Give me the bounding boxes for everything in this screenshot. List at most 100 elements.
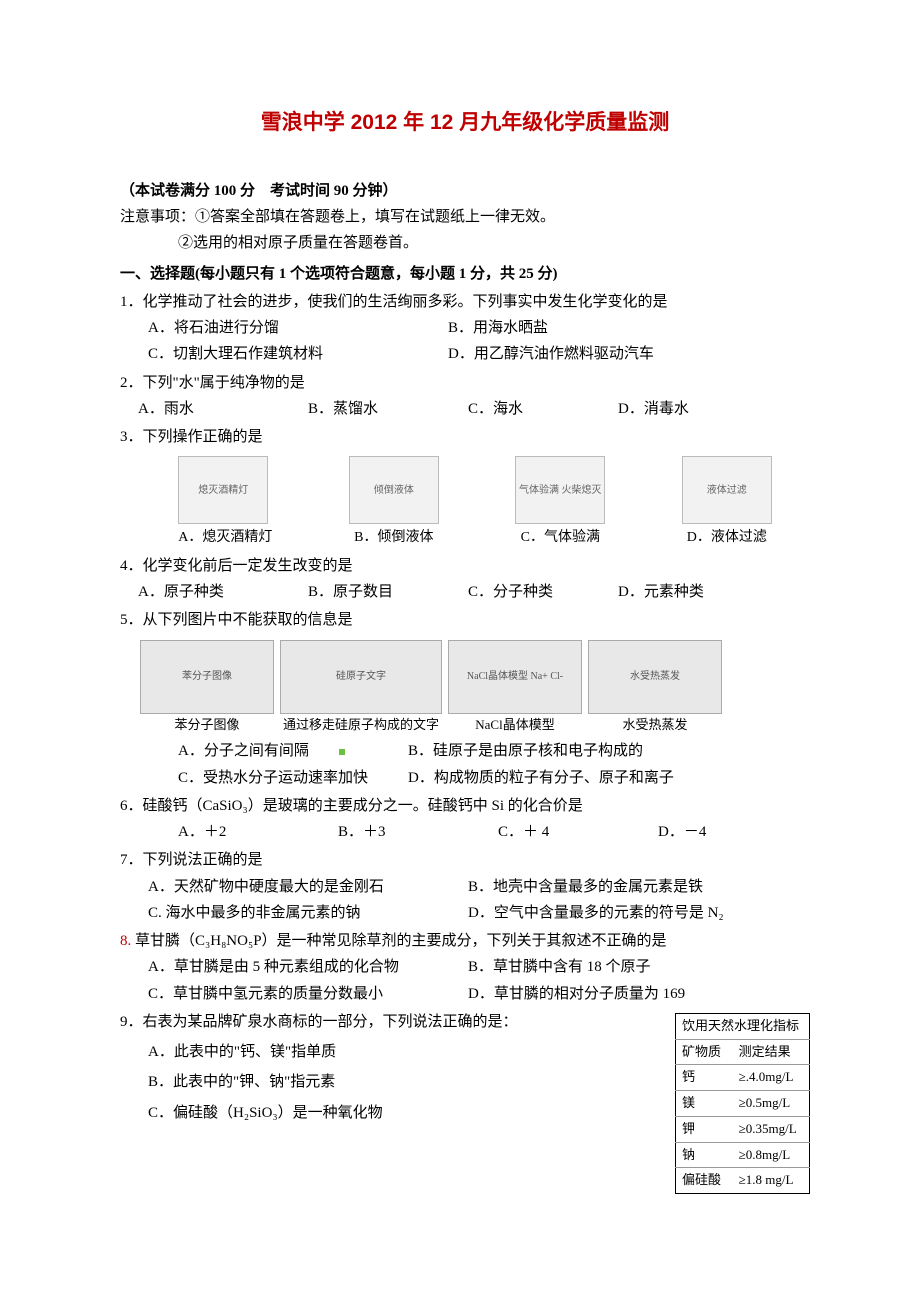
q4-opt-b: B．原子数目 — [308, 579, 468, 605]
q4-opt-d: D．元素种类 — [618, 579, 704, 605]
question-2: 2．下列"水"属于纯净物的是 A．雨水 B．蒸馏水 C．海水 D．消毒水 — [120, 370, 810, 423]
q1-opt-a: A．将石油进行分馏 — [148, 315, 448, 341]
q5-opt-c: C．受热水分子运动速率加快 — [178, 765, 408, 791]
q2-opt-a: A．雨水 — [138, 396, 308, 422]
q5-stem: 5．从下列图片中不能获取的信息是 — [120, 607, 810, 633]
q2-stem: 2．下列"水"属于纯净物的是 — [120, 370, 810, 396]
q5-img-1-caption: 苯分子图像 — [140, 714, 274, 737]
exam-meta-line: （本试卷满分 100 分 考试时间 90 分钟） — [120, 178, 810, 204]
table9-col2: 测定结果 — [733, 1039, 810, 1065]
green-dot-icon — [339, 749, 345, 755]
q5-img-2: 硅原子文字 通过移走硅原子构成的文字 — [280, 640, 442, 737]
exam-page: 雪浪中学 2012 年 12 月九年级化学质量监测 （本试卷满分 100 分 考… — [0, 0, 920, 1302]
question-6: 6．硅酸钙（CaSiO₃）是玻璃的主要成分之一。硅酸钙中 Si 的化合价是 A．… — [120, 793, 810, 846]
q2-options: A．雨水 B．蒸馏水 C．海水 D．消毒水 — [120, 396, 810, 422]
q8-opt-a: A．草甘膦是由 5 种元素组成的化合物 — [148, 954, 468, 980]
q8-opt-c: C．草甘膦中氢元素的质量分数最小 — [148, 981, 468, 1007]
q7-opt-b: B．地壳中含量最多的金属元素是铁 — [468, 874, 703, 900]
q3-fig-a-img: 熄灭酒精灯 — [178, 456, 268, 524]
q5-opt-b: B．硅原子是由原子核和电子构成的 — [408, 738, 643, 764]
q8-opt-b: B．草甘膦中含有 18 个原子 — [468, 954, 651, 980]
section-1-heading: 一、选择题(每小题只有 1 个选项符合题意，每小题 1 分，共 25 分) — [120, 261, 810, 287]
q5-opt-a: A．分子之间有间隔 — [178, 738, 408, 764]
q3-fig-b-caption: B．倾倒液体 — [349, 526, 439, 551]
q3-fig-d-caption: D．液体过滤 — [682, 526, 772, 551]
q4-opt-a: A．原子种类 — [138, 579, 308, 605]
q5-img-1: 苯分子图像 苯分子图像 — [140, 640, 274, 737]
q5-options-row2: C．受热水分子运动速率加快 D．构成物质的粒子有分子、原子和离子 — [120, 765, 810, 791]
q3-figure-row: 熄灭酒精灯 A．熄灭酒精灯 倾倒液体 B．倾倒液体 气体验满 火柴熄灭 C．气体… — [140, 456, 810, 551]
q8-stem: 8. 草甘膦（C₃H₈NO₅P）是一种常见除草剂的主要成分，下列关于其叙述不正确… — [120, 928, 810, 954]
q1-options-row2: C．切割大理石作建筑材料 D．用乙醇汽油作燃料驱动汽车 — [120, 341, 810, 367]
q5-opt-a-text: A．分子之间有间隔 — [178, 743, 309, 759]
q5-img-3-box: NaCl晶体模型 Na+ Cl- — [448, 640, 582, 714]
question-3: 3．下列操作正确的是 熄灭酒精灯 A．熄灭酒精灯 倾倒液体 B．倾倒液体 气体验… — [120, 424, 810, 551]
q7-options-row2: C. 海水中最多的非金属元素的钠 D．空气中含量最多的元素的符号是 N₂ — [120, 900, 810, 926]
table9-col1: 矿物质 — [675, 1039, 732, 1065]
table9-r4c0: 偏硅酸 — [675, 1168, 732, 1194]
q3-stem: 3．下列操作正确的是 — [120, 424, 810, 450]
question-1: 1．化学推动了社会的进步，使我们的生活绚丽多彩。下列事实中发生化学变化的是 A．… — [120, 289, 810, 368]
q2-opt-b: B．蒸馏水 — [308, 396, 468, 422]
q6-opt-c: C．＋ 4 — [498, 819, 658, 845]
mineral-water-table: 饮用天然水理化指标 矿物质 测定结果 钙≥.4.0mg/L 镁≥0.5mg/L … — [675, 1013, 810, 1194]
notes-line-1: 注意事项：①答案全部填在答题卷上，填写在试题纸上一律无效。 — [120, 204, 810, 230]
q2-opt-d: D．消毒水 — [618, 396, 689, 422]
q5-img-3-caption: NaCl晶体模型 — [448, 714, 582, 737]
note-1: ①答案全部填在答题卷上，填写在试题纸上一律无效。 — [195, 209, 555, 225]
q7-opt-c: C. 海水中最多的非金属元素的钠 — [148, 900, 468, 926]
q5-img-4-box: 水受热蒸发 — [588, 640, 722, 714]
q5-image-row: 苯分子图像 苯分子图像 硅原子文字 通过移走硅原子构成的文字 NaCl晶体模型 … — [140, 640, 810, 737]
q3-fig-d-img: 液体过滤 — [682, 456, 772, 524]
q6-options: A．＋2 B．＋3 C．＋ 4 D．－4 — [120, 819, 810, 845]
q4-stem: 4．化学变化前后一定发生改变的是 — [120, 553, 810, 579]
q5-img-4-caption: 水受热蒸发 — [588, 714, 722, 737]
q7-stem: 7．下列说法正确的是 — [120, 847, 810, 873]
q6-opt-d: D．－4 — [658, 819, 706, 845]
table9-r2c0: 钾 — [675, 1116, 732, 1142]
q1-opt-b: B．用海水晒盐 — [448, 315, 548, 341]
q3-fig-a: 熄灭酒精灯 A．熄灭酒精灯 — [178, 456, 272, 551]
table9-r3c1: ≥0.8mg/L — [733, 1142, 810, 1168]
q3-fig-b: 倾倒液体 B．倾倒液体 — [349, 456, 439, 551]
table9-r2c1: ≥0.35mg/L — [733, 1116, 810, 1142]
q3-fig-a-caption: A．熄灭酒精灯 — [178, 526, 272, 551]
q1-options-row1: A．将石油进行分馏 B．用海水晒盐 — [120, 315, 810, 341]
q5-options-row1: A．分子之间有间隔 B．硅原子是由原子核和电子构成的 — [120, 738, 810, 764]
q8-options-row1: A．草甘膦是由 5 种元素组成的化合物 B．草甘膦中含有 18 个原子 — [120, 954, 810, 980]
q8-number: 8. — [120, 933, 131, 949]
q3-fig-c-caption: C．气体验满 — [515, 526, 605, 551]
q6-opt-a: A．＋2 — [178, 819, 338, 845]
question-7: 7．下列说法正确的是 A．天然矿物中硬度最大的是金刚石 B．地壳中含量最多的金属… — [120, 847, 810, 926]
table9-r4c1: ≥1.8 mg/L — [733, 1168, 810, 1194]
q2-opt-c: C．海水 — [468, 396, 618, 422]
q5-img-3: NaCl晶体模型 Na+ Cl- NaCl晶体模型 — [448, 640, 582, 737]
question-8: 8. 草甘膦（C₃H₈NO₅P）是一种常见除草剂的主要成分，下列关于其叙述不正确… — [120, 928, 810, 1007]
q4-options: A．原子种类 B．原子数目 C．分子种类 D．元素种类 — [120, 579, 810, 605]
table9-r1c0: 镁 — [675, 1091, 732, 1117]
q1-opt-d: D．用乙醇汽油作燃料驱动汽车 — [448, 341, 654, 367]
q1-opt-c: C．切割大理石作建筑材料 — [148, 341, 448, 367]
q8-stem-rest: 草甘膦（C₃H₈NO₅P）是一种常见除草剂的主要成分，下列关于其叙述不正确的是 — [131, 933, 666, 949]
q5-img-2-box: 硅原子文字 — [280, 640, 442, 714]
notes-label: 注意事项： — [120, 209, 195, 225]
q3-fig-b-img: 倾倒液体 — [349, 456, 439, 524]
q7-opt-a: A．天然矿物中硬度最大的是金刚石 — [148, 874, 468, 900]
q7-opt-d: D．空气中含量最多的元素的符号是 N₂ — [468, 900, 724, 926]
q6-stem: 6．硅酸钙（CaSiO₃）是玻璃的主要成分之一。硅酸钙中 Si 的化合价是 — [120, 793, 810, 819]
question-4: 4．化学变化前后一定发生改变的是 A．原子种类 B．原子数目 C．分子种类 D．… — [120, 553, 810, 606]
q4-opt-c: C．分子种类 — [468, 579, 618, 605]
q8-opt-d: D．草甘膦的相对分子质量为 169 — [468, 981, 685, 1007]
meta-block: （本试卷满分 100 分 考试时间 90 分钟） 注意事项：①答案全部填在答题卷… — [120, 178, 810, 257]
table9-r0c1: ≥.4.0mg/L — [733, 1065, 810, 1091]
q3-fig-c: 气体验满 火柴熄灭 C．气体验满 — [515, 456, 605, 551]
table9-r3c0: 钠 — [675, 1142, 732, 1168]
q3-fig-d: 液体过滤 D．液体过滤 — [682, 456, 772, 551]
question-9: 饮用天然水理化指标 矿物质 测定结果 钙≥.4.0mg/L 镁≥0.5mg/L … — [120, 1009, 810, 1194]
q1-stem: 1．化学推动了社会的进步，使我们的生活绚丽多彩。下列事实中发生化学变化的是 — [120, 289, 810, 315]
q5-img-2-caption: 通过移走硅原子构成的文字 — [280, 714, 442, 737]
q5-img-4: 水受热蒸发 水受热蒸发 — [588, 640, 722, 737]
table9-r0c0: 钙 — [675, 1065, 732, 1091]
table9-head: 饮用天然水理化指标 — [675, 1013, 809, 1039]
page-title: 雪浪中学 2012 年 12 月九年级化学质量监测 — [120, 105, 810, 142]
